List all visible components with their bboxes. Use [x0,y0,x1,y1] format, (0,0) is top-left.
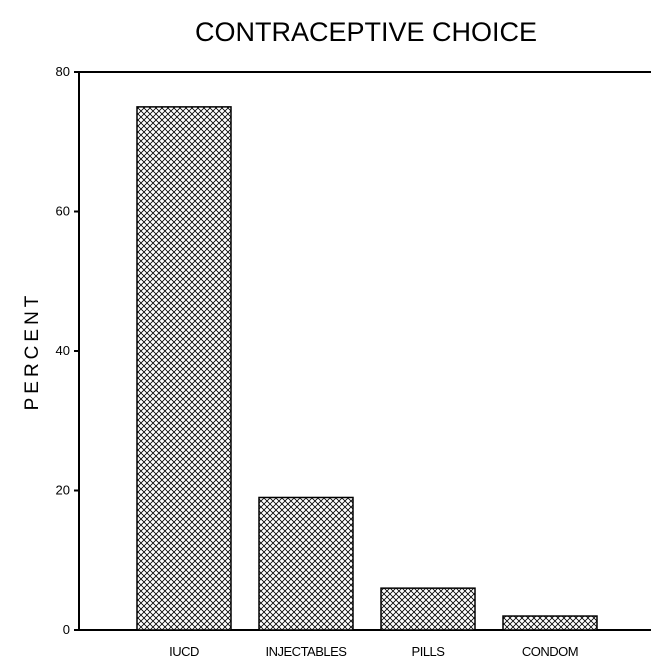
y-axis-label: PERCENT [22,292,43,411]
y-tick-label: 60 [56,204,70,219]
bar-pills [380,587,476,631]
x-tick-label-condom: CONDOM [522,644,578,659]
y-tick-label: 0 [63,622,70,637]
bar-injectables [258,496,354,631]
y-tick-label: 20 [56,483,70,498]
x-tick-labels: IUCD INJECTABLES PILLS CONDOM [169,644,579,659]
y-ticks: 0 20 40 60 80 [56,64,79,637]
bar-condom [502,615,598,631]
y-tick-label: 40 [56,343,70,358]
x-tick-label-iucd: IUCD [169,644,199,659]
chart-title: CONTRACEPTIVE CHOICE [195,17,537,47]
x-tick-label-injectables: INJECTABLES [266,644,348,659]
y-tick-label: 80 [56,64,70,79]
bars [136,106,598,631]
bar-iucd [136,106,232,631]
x-tick-label-pills: PILLS [412,644,446,659]
